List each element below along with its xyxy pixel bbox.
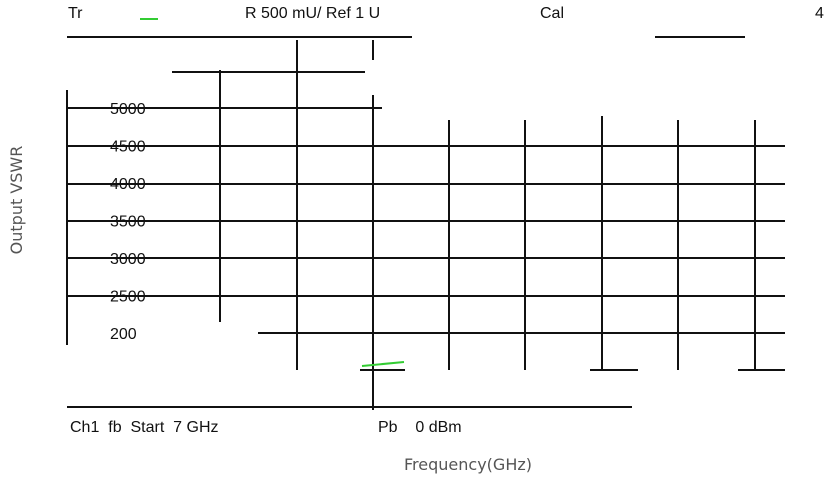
footer-power: Pb 0 dBm (378, 419, 462, 436)
y-tick-label: 3000 (110, 251, 146, 268)
footer-start: Ch1 fb Start 7 GHz (70, 419, 219, 436)
channel: 4 (815, 5, 824, 22)
grid (66, 18, 785, 410)
y-tick-label: 200 (110, 326, 137, 343)
y-tick-label: 4000 (110, 176, 146, 193)
scale: R 500 mU/ Ref 1 U (245, 5, 380, 22)
y-axis-label: Output VSWR (7, 146, 26, 255)
y-tick-label: 2500 (110, 289, 146, 306)
x-axis-label: Frequency(GHz) (404, 455, 532, 474)
y-tick-label: 5000 (110, 101, 146, 118)
y-ticks: 5000 4500 4000 3500 3000 2500 200 (110, 101, 146, 343)
y-tick-label: 3500 (110, 214, 146, 231)
y-tick-label: 4500 (110, 139, 146, 156)
cal: Cal (540, 5, 564, 22)
trace: Tr (68, 5, 83, 22)
